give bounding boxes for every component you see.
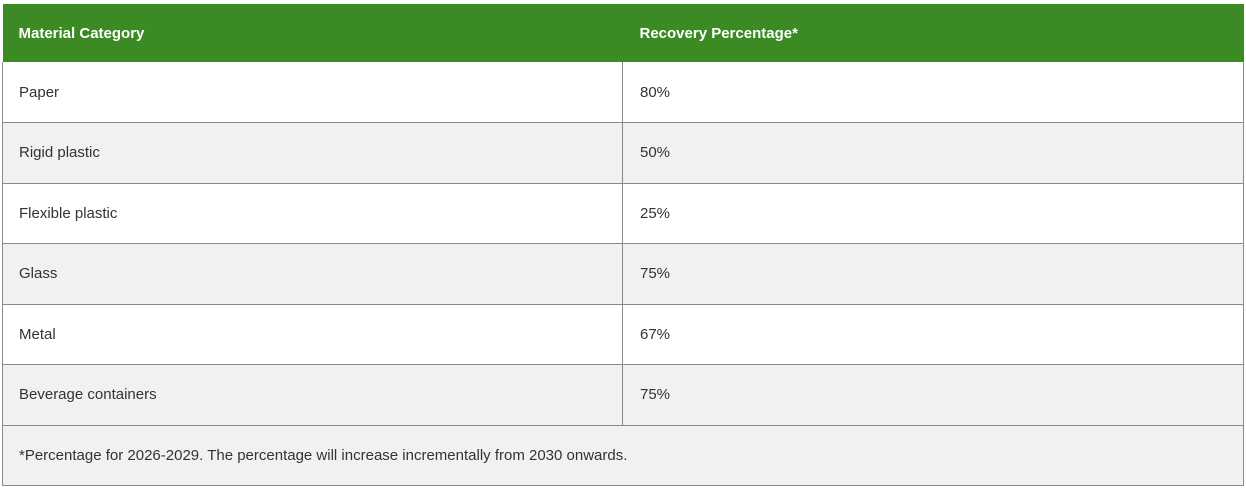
table-row: Flexible plastic 25% xyxy=(2,183,1244,244)
recovery-table-container: Material Category Recovery Percentage* P… xyxy=(2,4,1244,486)
percentage-cell: 25% xyxy=(622,183,1244,244)
material-cell: Rigid plastic xyxy=(2,122,623,184)
percentage-cell: 75% xyxy=(622,243,1244,305)
percentage-cell: 80% xyxy=(622,62,1244,123)
material-cell: Paper xyxy=(2,62,623,123)
table-footnote: *Percentage for 2026-2029. The percentag… xyxy=(2,425,1244,486)
material-cell: Flexible plastic xyxy=(2,183,623,244)
header-material-category: Material Category xyxy=(18,24,145,42)
material-cell: Beverage containers xyxy=(2,364,623,426)
material-cell: Glass xyxy=(2,243,623,305)
table-row: Paper 80% xyxy=(2,62,1244,123)
table-row: Rigid plastic 50% xyxy=(2,122,1244,184)
percentage-cell: 67% xyxy=(622,304,1244,365)
footnote-row: *Percentage for 2026-2029. The percentag… xyxy=(2,425,1244,486)
percentage-cell: 50% xyxy=(622,122,1244,184)
recovery-percentage-table: Material Category Recovery Percentage* P… xyxy=(2,4,1244,486)
table-header-row: Material Category Recovery Percentage* xyxy=(2,4,1244,62)
material-cell: Metal xyxy=(2,304,623,365)
header-recovery-percentage: Recovery Percentage* xyxy=(639,24,798,42)
table-row: Metal 67% xyxy=(2,304,1244,365)
table-row: Beverage containers 75% xyxy=(2,364,1244,426)
percentage-cell: 75% xyxy=(622,364,1244,426)
table-row: Glass 75% xyxy=(2,243,1244,305)
